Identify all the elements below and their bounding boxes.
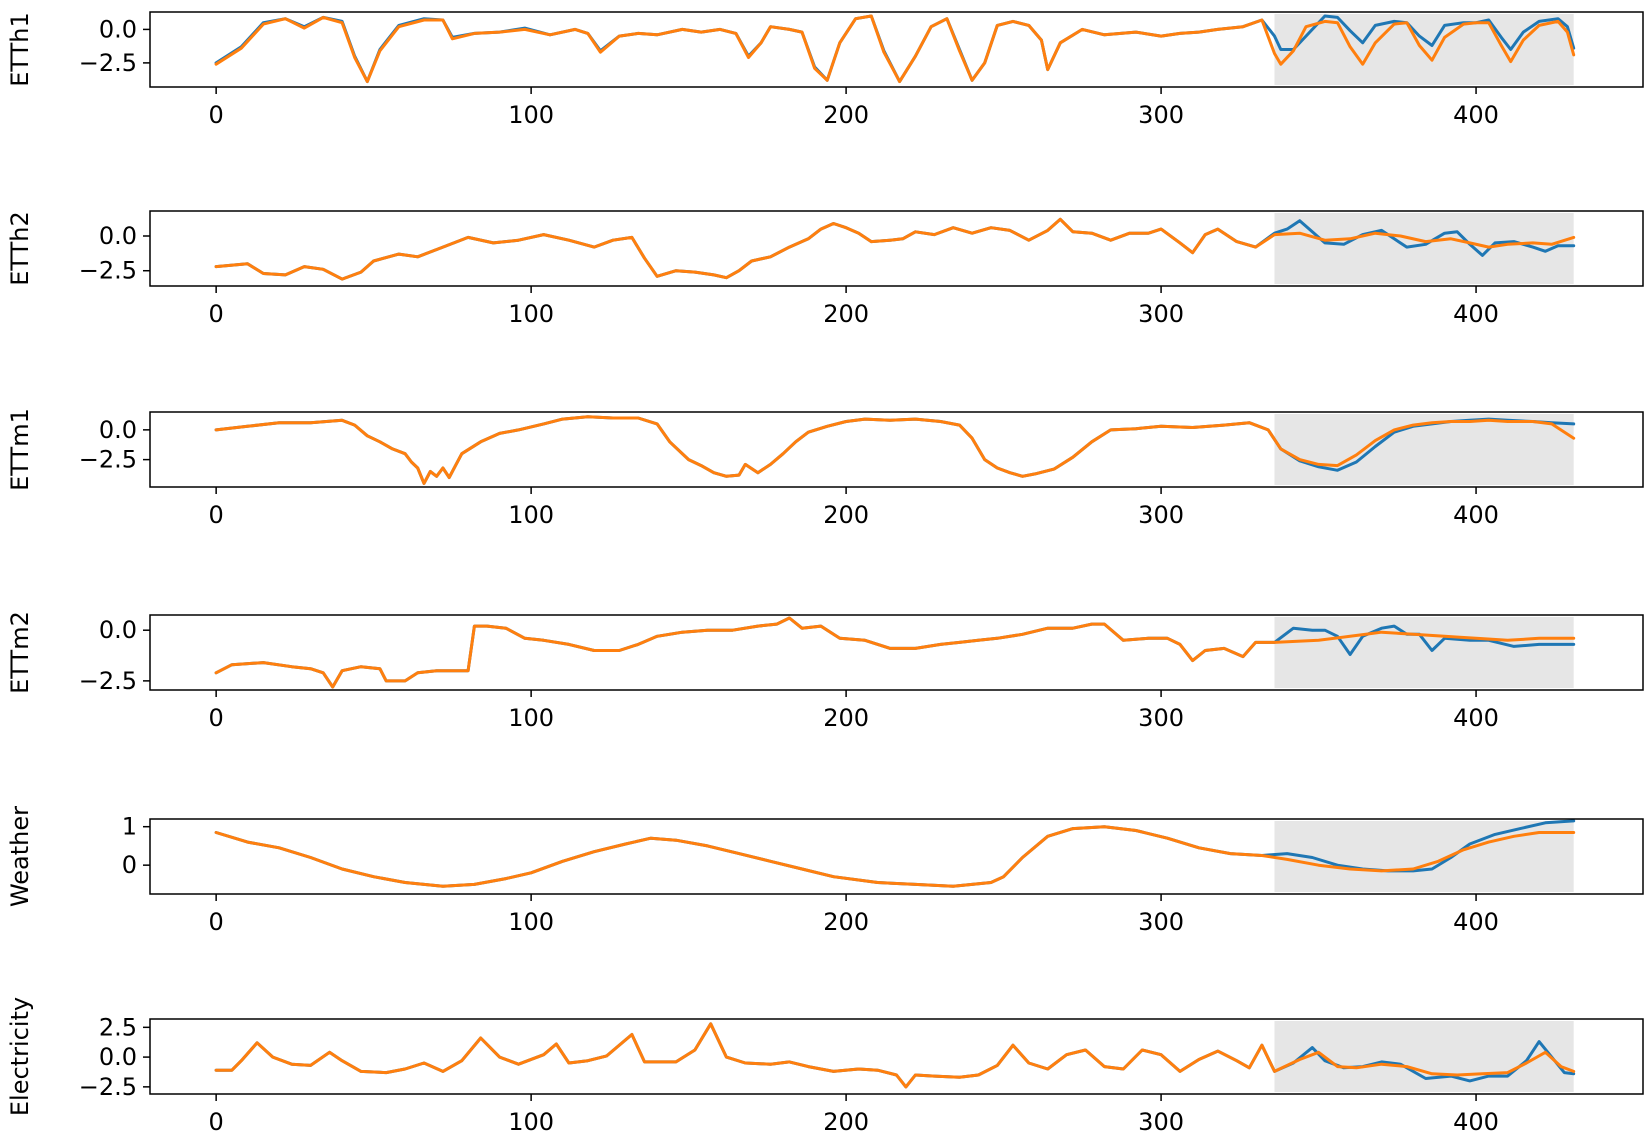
subplot-2: 0.0 −2.5 0 100 200 300 400 ETTh2	[6, 210, 1644, 328]
x-tick-label: 400	[1453, 908, 1499, 936]
x-tick-label: 400	[1453, 1108, 1499, 1136]
y-tick-label: −2.5	[79, 446, 137, 474]
x-tick-label: 300	[1138, 704, 1184, 732]
x-tick-label: 0	[209, 101, 224, 129]
x-tick-label: 400	[1453, 101, 1499, 129]
y-tick-label: 0.0	[99, 1043, 137, 1071]
y-axis-label: ETTm1	[6, 408, 34, 491]
subplot-6: 2.50.0−2.5 0 100 200 300 400 Electricity	[6, 997, 1644, 1136]
x-tick-label: 200	[823, 300, 869, 328]
y-tick-label: 0.0	[99, 15, 137, 43]
x-tick-label: 200	[823, 101, 869, 129]
y-axis-label: Electricity	[6, 997, 34, 1116]
plot-frame	[149, 614, 1644, 691]
y-axis-label: ETTh1	[6, 12, 34, 87]
x-tick-label: 0	[209, 908, 224, 936]
x-tick-label: 0	[209, 704, 224, 732]
x-tick-label: 400	[1453, 300, 1499, 328]
y-tick-label: 0.0	[99, 416, 137, 444]
x-tick-label: 400	[1453, 501, 1499, 529]
y-tick-label: −2.5	[79, 257, 137, 285]
x-tick-label: 300	[1138, 501, 1184, 529]
x-tick-label: 0	[209, 300, 224, 328]
plot-frame	[149, 411, 1644, 488]
y-tick-label: 0	[122, 851, 137, 879]
x-tick-label: 100	[508, 300, 554, 328]
forecast-region	[1274, 213, 1574, 284]
y-axis-label: ETTh2	[6, 211, 34, 286]
y-tick-label: −2.5	[79, 667, 137, 695]
series-line-2	[214, 14, 1576, 84]
subplot-1: 0.0 −2.5 0 100 200 300 400 ETTh1	[6, 11, 1644, 129]
x-tick-label: 300	[1138, 101, 1184, 129]
x-tick-label: 100	[508, 501, 554, 529]
series-line-2	[214, 1022, 1576, 1089]
x-tick-label: 0	[209, 1108, 224, 1136]
x-tick-label: 200	[823, 908, 869, 936]
x-tick-label: 200	[823, 501, 869, 529]
x-tick-label: 300	[1138, 908, 1184, 936]
y-tick-label: −2.5	[79, 1073, 137, 1101]
x-tick-label: 200	[823, 1108, 869, 1136]
y-tick-label: 0.0	[99, 222, 137, 250]
x-tick-label: 100	[508, 1108, 554, 1136]
forecast-region	[1274, 821, 1574, 892]
y-tick-label: 2.5	[99, 1013, 137, 1041]
y-axis-label: ETTm2	[6, 611, 34, 694]
subplot-3: 0.0−2.5 0 100 200 300 400 ETTm1	[6, 408, 1644, 529]
x-tick-label: 100	[508, 101, 554, 129]
series-line-2	[214, 825, 1576, 888]
plot-frame	[149, 210, 1644, 287]
plot-frame	[149, 818, 1644, 895]
y-tick-label: 1	[122, 813, 137, 841]
x-tick-label: 0	[209, 501, 224, 529]
series-line-2	[214, 217, 1576, 281]
x-tick-label: 300	[1138, 300, 1184, 328]
forecast-region	[1274, 617, 1574, 688]
plot-frame	[149, 11, 1644, 88]
x-tick-label: 300	[1138, 1108, 1184, 1136]
x-tick-label: 100	[508, 908, 554, 936]
subplot-4: 0.0 −2.5 0 100 200 300 400 ETTm2	[6, 611, 1644, 732]
series-line-2	[214, 415, 1576, 485]
x-tick-label: 100	[508, 704, 554, 732]
y-tick-label: −2.5	[79, 49, 137, 77]
series-line-2	[214, 616, 1576, 689]
y-axis-label: Weather	[6, 806, 34, 907]
x-tick-label: 400	[1453, 704, 1499, 732]
x-tick-label: 200	[823, 704, 869, 732]
y-tick-label: 0.0	[99, 616, 137, 644]
